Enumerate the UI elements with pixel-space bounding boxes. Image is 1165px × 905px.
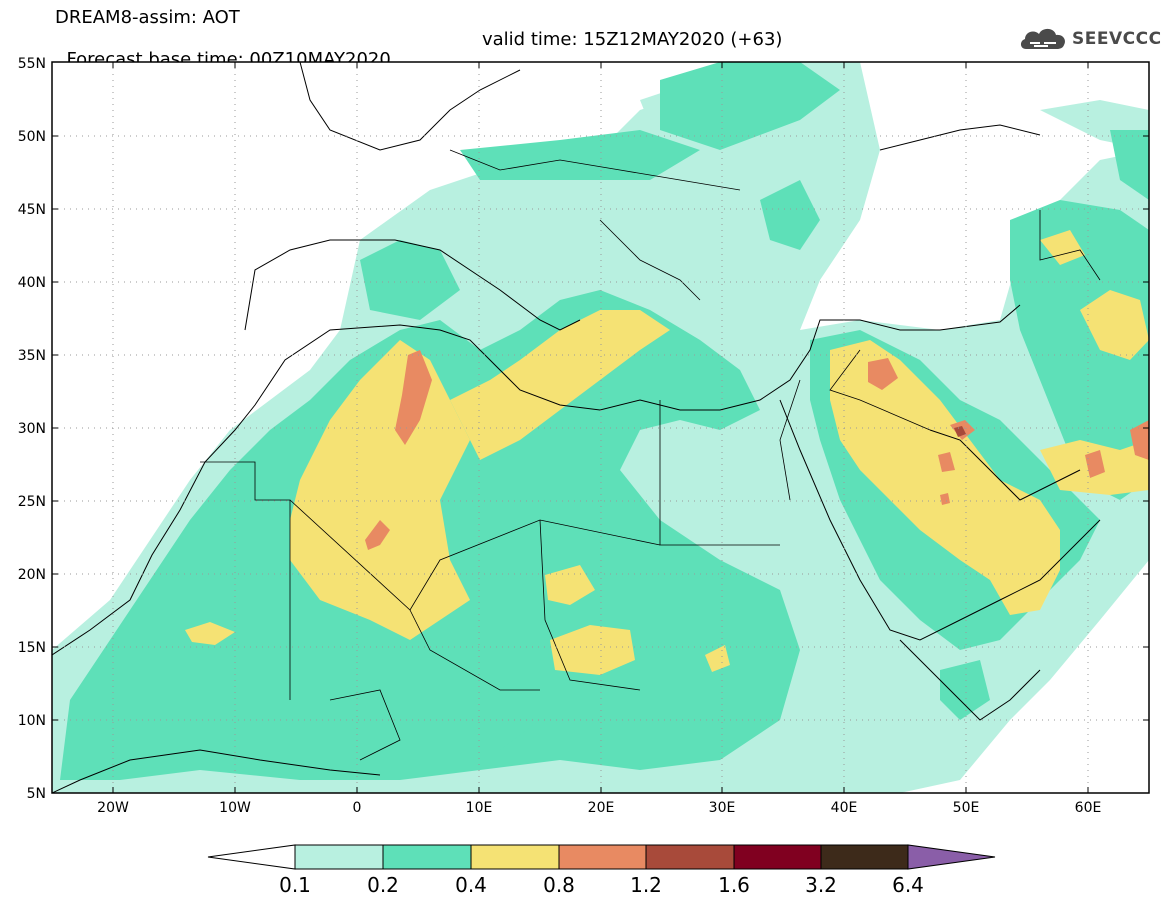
colorbar-low-arrow [207,844,296,870]
lat-tick-label: 40N [18,275,46,291]
colorbar [207,844,996,870]
aot-field [52,62,1149,793]
country-borders [200,149,1101,761]
aot-level-0.8 [365,350,1149,550]
lat-tick-label: 45N [18,202,46,218]
chart-title: DREAM8-assim: AOT [55,7,240,28]
lon-tick-label: 40E [831,800,858,816]
colorbar-swatch [558,844,647,870]
aot-level-1.2 [954,426,966,437]
lon-tick-label: 30E [709,800,736,816]
seevccc-logo: SEEVCCC [1018,24,1162,54]
lon-tick-label: 20W [97,800,129,816]
colorbar-high-arrow [907,844,996,870]
valid-time-label: valid time: 15Z12MAY2020 (+63) [482,29,783,50]
colorbar-swatch [820,844,909,870]
lon-tick-label: 60E [1075,800,1102,816]
lat-tick-label: 55N [18,56,46,72]
colorbar-label: 0.8 [543,873,575,897]
logo-text: SEEVCCC [1072,29,1162,49]
lon-axis-labels: 20W 10W 0 10E 20E 30E 40E 50E 60E [97,800,1101,816]
lat-axis-labels: 5N 10N 15N 20N 25N 30N 35N 40N 45N 50N 5… [18,56,46,802]
lon-tick-label: 10E [466,800,493,816]
colorbar-swatch [645,844,735,870]
colorbar-label: 1.6 [718,873,750,897]
coastlines [52,62,1101,793]
lat-tick-label: 30N [18,421,46,437]
lon-tick-label: 50E [953,800,980,816]
lat-tick-label: 50N [18,129,46,145]
aot-level-0.4 [185,230,1149,675]
colorbar-swatch [733,844,822,870]
colorbar-swatch [470,844,560,870]
colorbar-label: 0.2 [367,873,399,897]
lat-tick-label: 5N [27,786,46,802]
colorbar-label: 0.1 [279,873,311,897]
lat-tick-label: 20N [18,567,46,583]
colorbar-swatch [382,844,472,870]
colorbar-label: 0.4 [455,873,487,897]
cloud-icon [1020,28,1066,49]
lat-tick-label: 25N [18,494,46,510]
lon-tick-label: 20E [588,800,615,816]
colorbar-label: 6.4 [892,873,924,897]
lon-tick-label: 10W [219,800,251,816]
lat-tick-label: 10N [18,713,46,729]
colorbar-label: 3.2 [805,873,837,897]
lat-tick-label: 15N [18,640,46,656]
colorbar-labels: 0.1 0.2 0.4 0.8 1.2 1.6 3.2 6.4 [279,873,924,897]
lon-tick-label: 0 [353,800,362,816]
colorbar-swatch [294,844,384,870]
tick-marks [52,61,1149,794]
lat-tick-label: 35N [18,348,46,364]
colorbar-label: 1.2 [630,873,662,897]
